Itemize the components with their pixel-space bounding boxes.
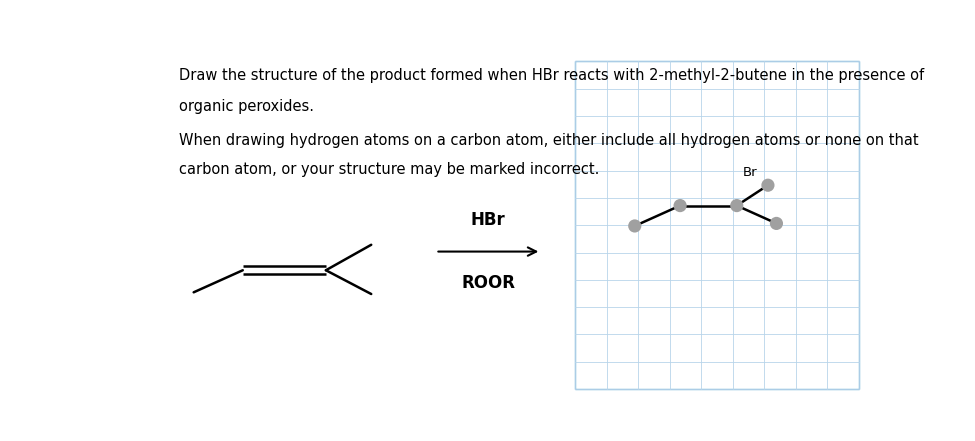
- Text: carbon atom, or your structure may be marked incorrect.: carbon atom, or your structure may be ma…: [178, 161, 599, 176]
- Text: ROOR: ROOR: [461, 273, 516, 292]
- Point: [768, 220, 784, 227]
- Point: [729, 202, 745, 209]
- Text: organic peroxides.: organic peroxides.: [178, 99, 314, 114]
- Point: [627, 222, 643, 229]
- Point: [760, 182, 776, 189]
- Bar: [575, 61, 859, 389]
- Text: Draw the structure of the product formed when HBr reacts with 2-methyl-2-butene : Draw the structure of the product formed…: [178, 68, 923, 83]
- Text: When drawing hydrogen atoms on a carbon atom, either include all hydrogen atoms : When drawing hydrogen atoms on a carbon …: [178, 133, 918, 148]
- Text: HBr: HBr: [471, 212, 506, 229]
- Point: [673, 202, 688, 209]
- Text: Br: Br: [743, 166, 758, 179]
